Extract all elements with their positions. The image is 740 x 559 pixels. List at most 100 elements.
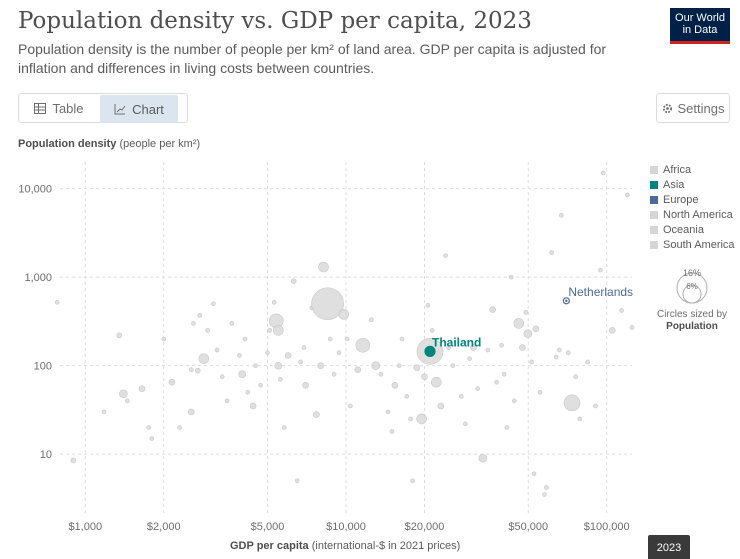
size-legend-caption-text: Circles sized by (656, 309, 728, 320)
data-point (470, 344, 477, 351)
settings-button[interactable]: Settings (656, 93, 730, 123)
data-point (224, 398, 230, 404)
legend-item-oceania[interactable]: Oceania (650, 222, 735, 237)
x-tick-label: $50,000 (508, 521, 548, 533)
legend-swatch (650, 210, 658, 219)
owid-logo[interactable]: Our World in Data (670, 8, 730, 44)
x-axis-title-text: GDP per capita (230, 540, 309, 552)
data-point (565, 350, 571, 356)
data-point (443, 253, 448, 258)
settings-label: Settings (677, 100, 725, 116)
legend-item-africa[interactable]: Africa (650, 162, 735, 177)
tab-table[interactable]: Table (19, 94, 99, 122)
x-axis-title: GDP per capita (international-$ in 2021 … (230, 540, 460, 552)
data-point (317, 362, 325, 369)
data-point (354, 366, 362, 373)
data-point (396, 363, 402, 368)
data-point (229, 321, 235, 326)
data-point (242, 336, 248, 342)
highlighted-point-center (565, 299, 568, 303)
tab-table-label: Table (52, 100, 84, 116)
data-point (600, 170, 606, 176)
data-point (313, 411, 320, 418)
data-point (258, 382, 263, 388)
data-point (194, 367, 201, 374)
y-tick-label: 1,000 (24, 272, 52, 284)
data-point (629, 325, 635, 330)
data-point (138, 385, 146, 392)
legend-item-asia[interactable]: Asia (650, 177, 735, 192)
chart-subtitle: Population density is the number of peop… (18, 41, 607, 76)
point-label-thailand: Thailand (432, 335, 481, 349)
data-point (211, 301, 216, 307)
legend-swatch (650, 165, 658, 174)
data-point (385, 409, 391, 415)
data-point (475, 386, 481, 391)
data-point (598, 267, 603, 273)
legend-label: Africa (663, 163, 692, 176)
data-point (168, 378, 176, 386)
gear-icon (662, 103, 672, 113)
data-point (425, 303, 431, 308)
data-point (459, 394, 464, 399)
data-point (523, 329, 533, 338)
data-point (368, 317, 374, 323)
data-point (408, 416, 413, 422)
point-label-netherlands: Netherlands (568, 285, 633, 299)
size-legend-circles: 16% 6% (676, 268, 708, 304)
legend-swatch (650, 240, 658, 249)
data-point (311, 287, 344, 321)
data-point (284, 352, 292, 359)
data-point (161, 336, 167, 342)
data-point (378, 371, 384, 377)
data-point (348, 403, 353, 409)
legend-swatch (650, 225, 658, 234)
data-point (478, 453, 488, 463)
data-point (301, 345, 307, 350)
data-point (499, 342, 504, 348)
data-point (191, 321, 196, 326)
legend-item-north-america[interactable]: North America (650, 207, 735, 222)
data-point (238, 370, 247, 379)
size-legend-inner-label: 6% (686, 282, 698, 291)
y-tick-label: 10 (40, 449, 52, 461)
data-point (237, 353, 242, 358)
data-point (282, 425, 287, 430)
data-point (197, 313, 203, 318)
data-point (278, 377, 283, 382)
data-point (125, 398, 130, 404)
legend-item-south-america[interactable]: South America (650, 237, 735, 252)
x-tick-label: $20,000 (405, 521, 445, 533)
data-point (544, 485, 549, 490)
x-tick-label: $100,000 (584, 521, 630, 533)
data-point (205, 328, 211, 333)
data-point (245, 389, 251, 395)
data-point (529, 359, 534, 365)
tab-chart[interactable]: Chart (100, 95, 178, 123)
logo-line-2: in Data (682, 24, 718, 36)
data-point (371, 361, 381, 370)
data-point (608, 327, 616, 334)
data-point (504, 425, 510, 430)
legend-swatch (650, 180, 658, 189)
data-point (318, 261, 329, 273)
data-point (523, 310, 529, 315)
size-legend-caption: Circles sized by Population (656, 309, 728, 333)
legend-label: South America (663, 238, 735, 251)
data-point (271, 299, 277, 305)
data-point (537, 389, 543, 395)
data-point (219, 374, 225, 379)
data-point (559, 212, 564, 218)
data-point (265, 350, 270, 356)
data-point (549, 250, 554, 255)
legend-item-europe[interactable]: Europe (650, 192, 735, 207)
data-point (274, 361, 283, 370)
timeline-year-badge[interactable]: 2023 (648, 535, 690, 559)
legend-label: Oceania (663, 223, 704, 236)
data-point (290, 278, 297, 284)
legend-label: North America (663, 208, 733, 221)
data-point (331, 371, 337, 377)
data-point (119, 389, 128, 399)
data-point (338, 309, 350, 320)
